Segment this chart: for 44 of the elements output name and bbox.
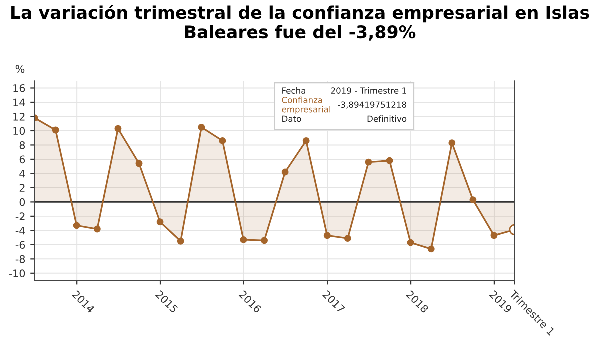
- chart-title: La variación trimestral de la confianza empresarial en Islas Baleares fue del -3,89%: [12, 5, 590, 41]
- y-axis-title: %: [16, 65, 25, 74]
- annotation: -3,89419751218: [338, 102, 406, 109]
- point: [344, 235, 352, 242]
- point: [240, 236, 248, 244]
- point: [177, 238, 184, 245]
- y-tick-label: -4: [16, 227, 26, 235]
- y-tick-label: 14: [14, 98, 26, 106]
- point: [386, 157, 394, 164]
- y-tick-label: 6: [20, 156, 26, 164]
- point: [136, 160, 143, 168]
- point: [302, 137, 310, 144]
- point: [52, 126, 60, 134]
- y-tick-label: 12: [14, 112, 25, 121]
- annotation: Dato: [282, 116, 302, 122]
- annotation: Fecha: [282, 88, 306, 94]
- point: [365, 158, 372, 166]
- y-tick-label: 16: [14, 84, 26, 92]
- point: [470, 196, 477, 204]
- y-tick-label: 2: [20, 184, 25, 192]
- point: [282, 168, 289, 176]
- y-tick-label: -8: [16, 255, 26, 264]
- annotation: Definitivo: [368, 116, 407, 122]
- annotation: 2019 - Trimestre 1: [331, 88, 406, 94]
- y-tick-label: 10: [14, 127, 26, 136]
- y-tick-label: -6: [16, 241, 26, 250]
- point: [448, 140, 456, 147]
- point: [324, 232, 331, 240]
- y-tick-label: 8: [20, 141, 26, 150]
- point: [261, 237, 268, 244]
- point: [428, 246, 435, 253]
- point: [94, 226, 101, 233]
- y-tick-label: -10: [9, 270, 26, 278]
- y-tick-label: 0: [20, 198, 26, 206]
- point: [219, 137, 226, 144]
- y-tick-label: -2: [16, 212, 25, 220]
- annotation: Confianza empresarial: [282, 96, 330, 114]
- point: [198, 124, 206, 131]
- point: [156, 218, 164, 226]
- point: [114, 125, 122, 132]
- point: [73, 222, 80, 230]
- point: [407, 239, 414, 246]
- point: [490, 232, 498, 240]
- y-tick-label: 4: [20, 170, 26, 178]
